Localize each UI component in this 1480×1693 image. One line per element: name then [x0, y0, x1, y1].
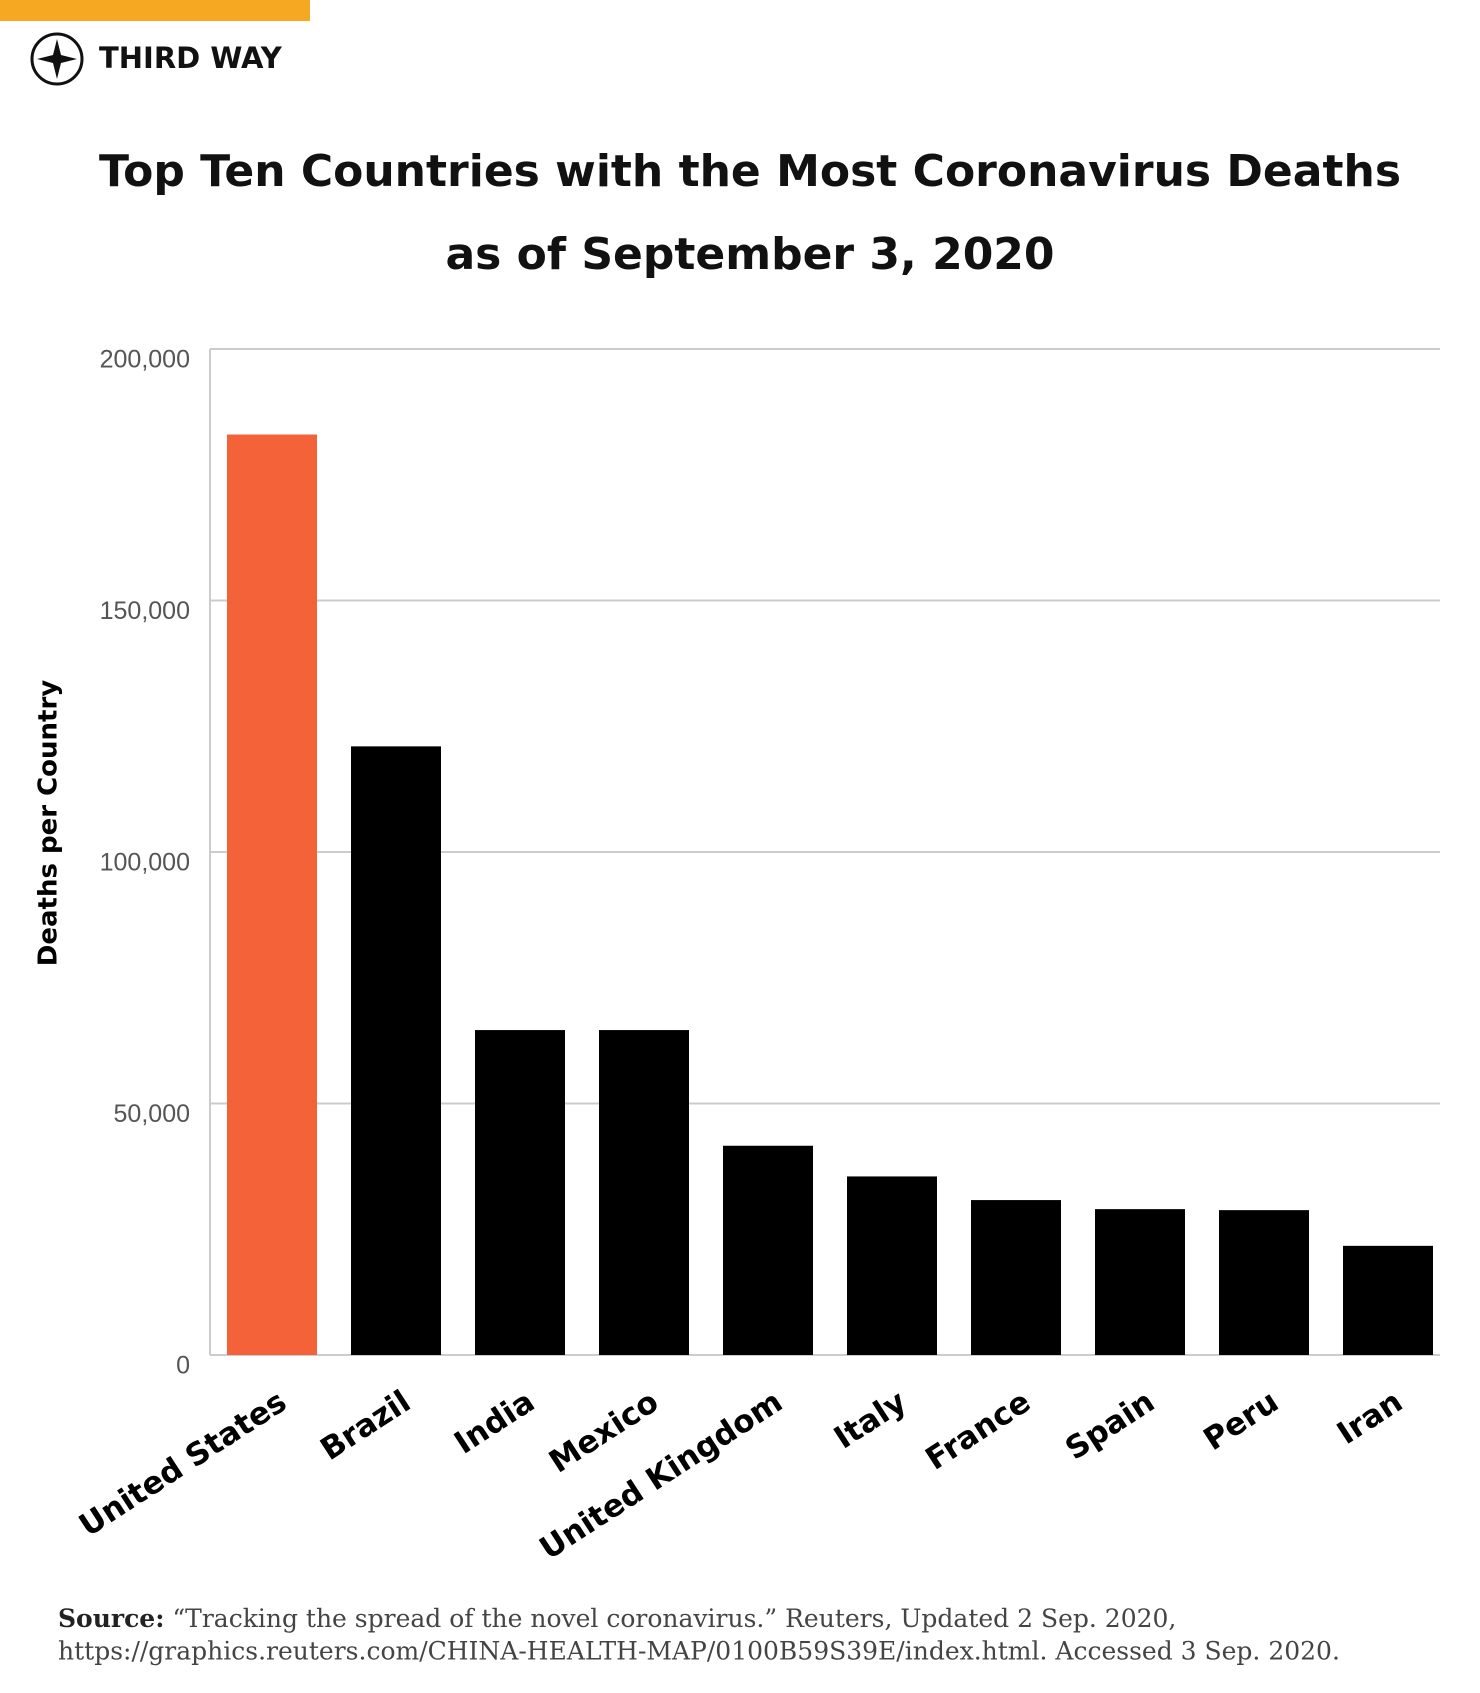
bar — [1343, 1245, 1433, 1355]
source-text: https://graphics.reuters.com/CHINA-HEALT… — [58, 1637, 1340, 1666]
chart-title: as of September 3, 2020 — [445, 229, 1054, 280]
source: Source: “Tracking the spread of the nove… — [58, 1604, 1176, 1633]
x-tick-label: France — [919, 1384, 1037, 1478]
bar — [723, 1145, 813, 1355]
y-tick-label: 150,000 — [100, 597, 190, 625]
logo — [30, 32, 84, 86]
y-tick-label: 100,000 — [100, 849, 190, 877]
x-tick-label: Peru — [1197, 1384, 1285, 1458]
y-axis-label: Deaths per Country — [34, 680, 64, 967]
bar — [351, 746, 441, 1355]
bar — [847, 1176, 937, 1355]
x-tick-label: Italy — [828, 1384, 913, 1457]
y-tick-label: 50,000 — [114, 1100, 190, 1128]
chart-title: Top Ten Countries with the Most Coronavi… — [99, 146, 1401, 197]
x-tick-label: Brazil — [314, 1384, 417, 1468]
x-tick-label: United States — [73, 1384, 293, 1544]
bar — [1219, 1210, 1309, 1355]
brand: THIRD WAY — [99, 41, 283, 75]
x-tick-label: India — [448, 1384, 541, 1462]
accent-bar — [0, 0, 310, 21]
bar — [599, 1030, 689, 1355]
bar — [971, 1200, 1061, 1355]
x-tick-label: Iran — [1331, 1384, 1409, 1452]
source-text: “Tracking the spread of the novel corona… — [172, 1604, 1176, 1633]
bar — [475, 1030, 565, 1355]
source-label: Source: — [58, 1604, 164, 1633]
bar — [1095, 1209, 1185, 1355]
bar — [227, 434, 317, 1355]
x-tick-label: Spain — [1059, 1384, 1161, 1468]
y-tick-label: 200,000 — [100, 346, 190, 374]
y-tick-label: 0 — [176, 1352, 190, 1380]
